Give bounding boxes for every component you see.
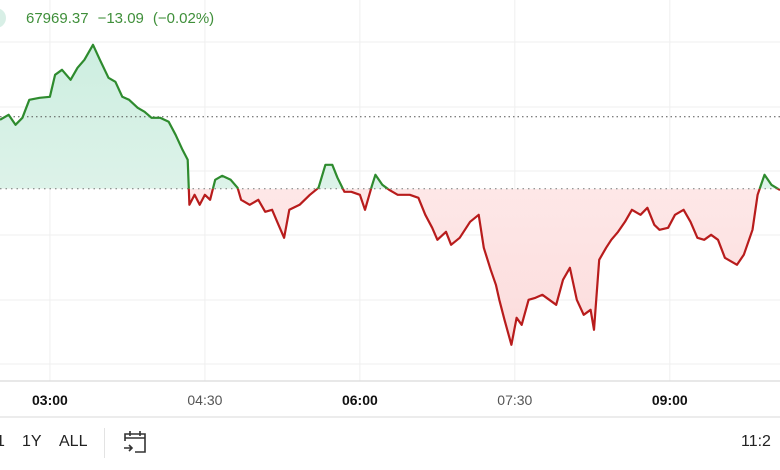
x-tick-label: 09:00: [652, 392, 688, 408]
toolbar-separator: [104, 428, 105, 458]
quote-header: 67969.37 −13.09 (−0.02%): [0, 0, 780, 40]
price-chart[interactable]: 03:00 04:30 06:00 07:30 09:00: [0, 0, 780, 420]
area-below-baseline: [0, 188, 780, 345]
price-line-above: [0, 43, 780, 189]
asset-logo-icon: [0, 8, 6, 28]
range-toolbar: 1 1Y ALL 11:2: [0, 420, 780, 470]
area-above-baseline: [0, 44, 778, 189]
range-button[interactable]: 1: [0, 433, 5, 450]
x-tick-label: 07:30: [497, 392, 532, 408]
x-tick-label: 03:00: [32, 392, 68, 408]
price-line-below: [187, 188, 780, 346]
current-price: 67969.37: [26, 10, 89, 27]
range-button-all[interactable]: ALL: [59, 433, 88, 450]
quote-summary: 67969.37 −13.09 (−0.02%): [26, 10, 223, 27]
x-tick-label: 06:00: [342, 392, 378, 408]
range-button-1y[interactable]: 1Y: [22, 433, 42, 450]
price-change-percent: (−0.02%): [152, 10, 215, 27]
price-change: −13.09: [97, 10, 144, 27]
x-axis-ticks: 03:00 04:30 06:00 07:30 09:00: [32, 392, 688, 408]
calendar-arrow-icon[interactable]: [121, 428, 149, 456]
x-tick-label: 04:30: [187, 392, 222, 408]
current-time: 11:2: [741, 433, 771, 450]
